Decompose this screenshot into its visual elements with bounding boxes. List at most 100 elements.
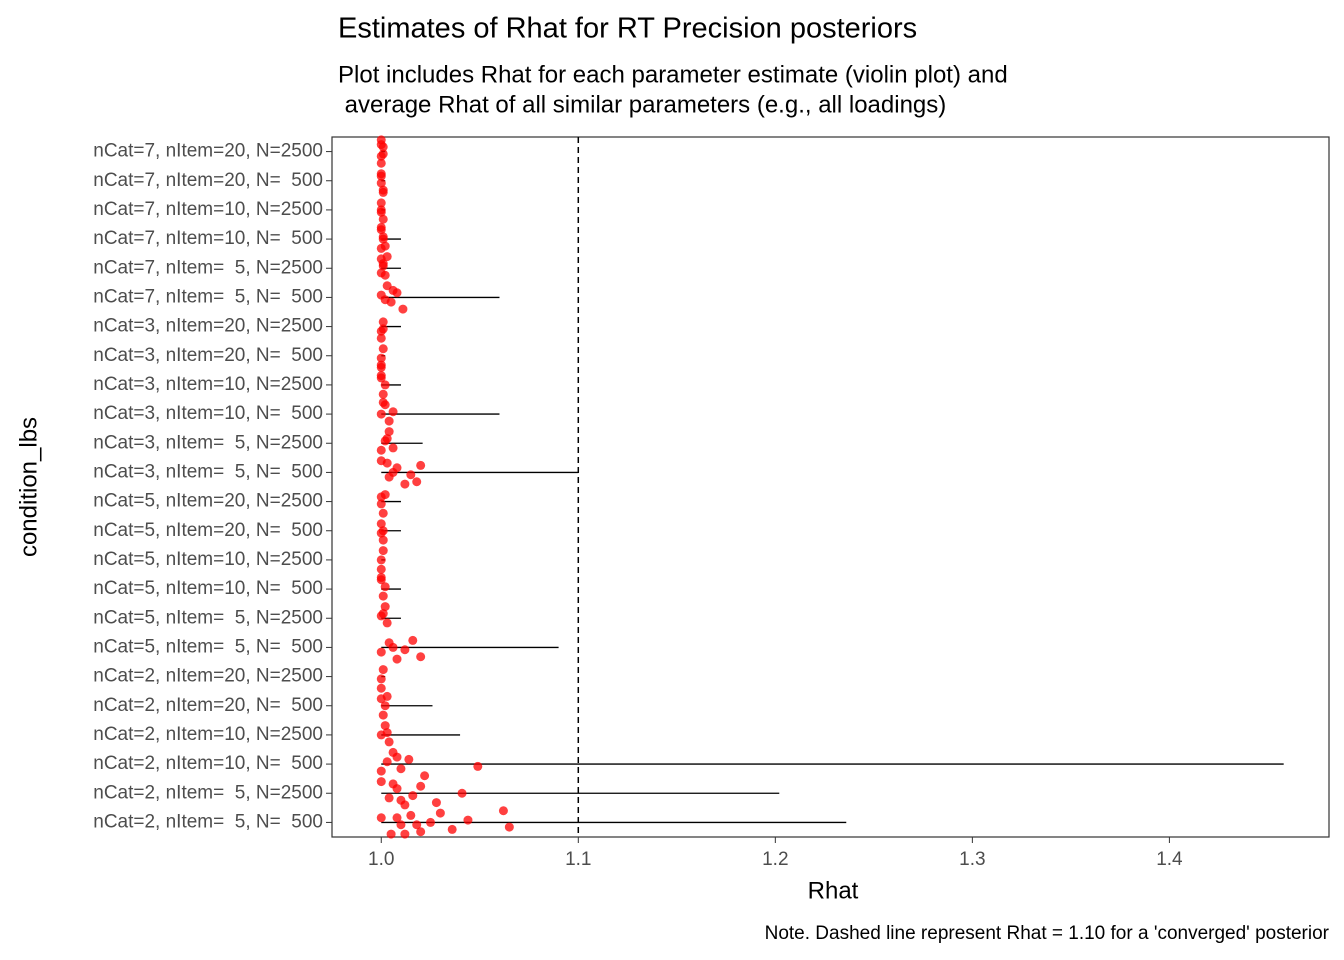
point [380,380,390,390]
point [396,795,406,805]
point [376,564,386,574]
point [426,817,436,827]
point [396,820,406,830]
point [473,761,483,771]
y-tick-label: nCat=2, nItem=10, N= 500 [93,753,323,774]
y-tick-label: nCat=2, nItem= 5, N= 500 [93,811,323,832]
point [384,427,394,437]
point [406,470,416,480]
y-tick-label: nCat=7, nItem=10, N=2500 [93,199,323,220]
point [376,268,386,278]
y-tick-label: nCat=3, nItem=10, N=2500 [93,374,323,395]
point [416,652,426,662]
point [400,645,410,655]
y-tick-label: nCat=7, nItem=10, N= 500 [93,228,323,249]
point [378,508,388,518]
point [384,416,394,426]
point [378,232,388,242]
point [376,519,386,529]
point [382,458,392,468]
y-tick-label: nCat=2, nItem= 5, N=2500 [93,782,323,803]
point [457,788,467,798]
point [412,477,422,487]
x-tick-label: 1.4 [1156,849,1183,870]
point [382,252,392,262]
y-tick-label: nCat=3, nItem= 5, N= 500 [93,461,323,482]
y-tick-label: nCat=3, nItem=20, N=2500 [93,316,323,337]
point [378,389,388,399]
point [388,443,398,453]
point [376,813,386,823]
point [376,572,386,582]
y-tick-label: nCat=2, nItem=10, N=2500 [93,724,323,745]
y-tick-label: nCat=3, nItem=20, N= 500 [93,345,323,366]
point [388,285,398,295]
point [408,635,418,645]
point [376,766,386,776]
y-tick-label: nCat=7, nItem= 5, N= 500 [93,286,323,307]
point [376,777,386,787]
y-tick-label: nCat=5, nItem=10, N=2500 [93,549,323,570]
point [408,791,418,801]
point [392,654,402,664]
point [416,827,426,837]
point [376,158,386,168]
point [384,737,394,747]
point [416,460,426,470]
point [378,526,388,536]
y-tick-label: nCat=7, nItem=20, N= 500 [93,170,323,191]
y-tick-label: nCat=2, nItem=20, N= 500 [93,695,323,716]
point [378,397,388,407]
point [378,710,388,720]
point [376,169,386,179]
y-tick-label: nCat=3, nItem=10, N= 500 [93,403,323,424]
point [382,757,392,767]
y-tick-label: nCat=5, nItem=20, N= 500 [93,520,323,541]
point [447,824,457,834]
point [376,360,386,370]
point [376,222,386,232]
point [376,198,386,208]
point [386,829,396,839]
chart-subtitle: average Rhat of all similar parameters (… [338,91,946,118]
point [380,295,390,305]
point [406,810,416,820]
point [376,140,386,150]
point [378,609,388,619]
y-tick-label: nCat=5, nItem= 5, N= 500 [93,636,323,657]
x-tick-label: 1.0 [368,849,394,870]
y-tick-label: nCat=3, nItem= 5, N=2500 [93,432,323,453]
point [378,535,388,545]
point [380,490,390,500]
point [388,779,398,789]
point [376,674,386,684]
x-tick-label: 1.1 [565,849,591,870]
point [380,582,390,592]
point [400,829,410,839]
point [396,764,406,774]
point [498,806,508,816]
point [382,434,392,444]
point [376,647,386,657]
point [378,149,388,159]
chart-subtitle: Plot includes Rhat for each parameter es… [338,61,1008,88]
point [376,683,386,693]
y-tick-label: nCat=7, nItem=20, N=2500 [93,141,323,162]
point [392,813,402,823]
point [412,820,422,830]
point [416,781,426,791]
point [376,205,386,215]
y-tick-label: nCat=5, nItem= 5, N=2500 [93,607,323,628]
point [378,324,388,334]
y-tick-label: nCat=5, nItem=20, N=2500 [93,491,323,512]
point [400,479,410,489]
point [398,304,408,314]
point [382,618,392,628]
point [463,815,473,825]
point [378,591,388,601]
point [504,822,514,832]
point [378,344,388,354]
point [431,798,441,808]
point [380,241,390,251]
